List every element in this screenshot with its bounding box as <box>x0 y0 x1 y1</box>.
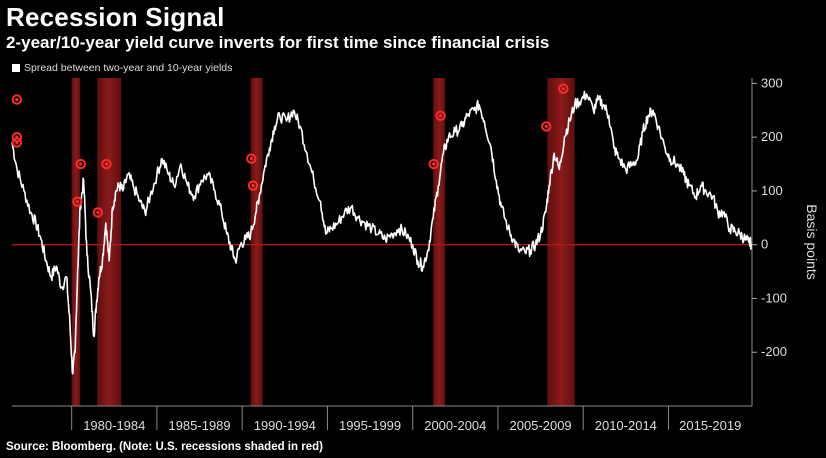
inversion-marker <box>72 196 83 207</box>
inversion-marker-dot <box>75 200 79 204</box>
spread-series <box>11 90 752 375</box>
inversion-marker <box>541 121 552 132</box>
inversion-marker-dot <box>544 124 548 128</box>
inversion-marker <box>101 158 112 170</box>
y-tick-label: 100 <box>761 183 783 198</box>
inversion-marker-dot <box>438 114 443 118</box>
inversion-marker-dot <box>96 210 100 215</box>
legend-label: Spread between two-year and 10-year yiel… <box>24 62 233 74</box>
recession-shading <box>71 78 575 406</box>
inversion-markers <box>11 83 569 218</box>
inversion-marker <box>92 207 104 218</box>
inversion-marker-dot <box>251 183 255 188</box>
chart-subtitle: 2-year/10-year yield curve inverts for f… <box>6 33 550 52</box>
inversion-marker-dot <box>561 87 565 91</box>
inversion-marker-dot <box>15 97 19 102</box>
inversion-marker-dot <box>249 157 253 161</box>
y-tick-label: 0 <box>761 237 768 252</box>
recession-band <box>433 78 446 406</box>
inversion-marker-dot <box>15 135 19 139</box>
x-tick-label: 2000-2004 <box>424 418 486 433</box>
recession-band <box>250 78 263 406</box>
inversion-marker-dot <box>79 162 83 166</box>
y-tick-label: 300 <box>761 75 783 90</box>
x-tick-label: 2015-2019 <box>679 418 741 433</box>
chart-title: Recession Signal <box>6 2 225 32</box>
axis-lines <box>12 78 753 407</box>
inversion-marker-dot <box>432 162 436 166</box>
inversion-marker <box>435 110 446 121</box>
inversion-marker-dot <box>104 162 108 166</box>
x-tick-label: 1995-1999 <box>339 418 401 433</box>
inversion-marker <box>11 94 23 105</box>
y-tick-label: 200 <box>761 129 783 144</box>
inversion-marker <box>246 153 257 164</box>
inversion-marker <box>428 158 439 170</box>
y-axis-label: Basis points <box>804 204 820 279</box>
x-tick-label: 1980-1984 <box>83 418 145 433</box>
y-axis: 300 200 100 0 -100 -200 <box>752 75 787 359</box>
inversion-marker <box>247 180 259 191</box>
recession-band <box>547 78 575 406</box>
spread-line <box>11 90 752 375</box>
legend: Spread between two-year and 10-year yiel… <box>12 62 232 74</box>
source-note: Source: Bloomberg. (Note: U.S. recession… <box>6 441 323 453</box>
x-tick-label: 1985-1989 <box>168 418 230 433</box>
recession-band <box>97 78 122 406</box>
legend-swatch <box>12 64 20 72</box>
inversion-marker <box>558 83 569 94</box>
x-tick-label: 1990-1994 <box>254 418 316 433</box>
y-tick-label: -100 <box>761 290 787 305</box>
recession-band <box>71 78 81 406</box>
y-tick-label: -200 <box>761 344 787 359</box>
x-tick-label: 2010-2014 <box>595 418 657 433</box>
inversion-marker <box>11 131 23 143</box>
x-tick-label: 2005-2009 <box>509 418 571 433</box>
x-axis: 1980-1984 1985-1989 1990-1994 1995-1999 2000… <box>71 406 741 433</box>
inversion-marker <box>75 158 86 170</box>
